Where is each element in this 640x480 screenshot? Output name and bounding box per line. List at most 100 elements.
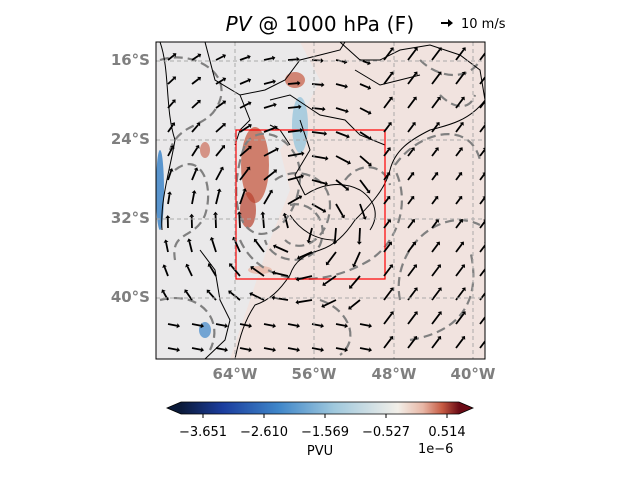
wind-vector [239,347,250,351]
wind-vector-head [229,263,233,268]
wind-vector [230,264,241,277]
wind-vector-head [356,241,362,245]
wind-vector-head [435,121,440,126]
wind-vector-head [435,218,440,223]
wind-vector [215,101,225,109]
wind-vector-head [460,241,465,246]
wind-vector-head [298,104,302,110]
wind-vector-head [171,122,176,127]
wind-vector [335,155,349,164]
wind-vector-head [321,303,326,309]
wind-vector [383,220,390,229]
wind-vector [455,173,461,181]
wind-vector-head [345,108,349,114]
colorbar-units-label: PVU [306,444,334,459]
wind-vector-head [387,218,392,223]
wind-vector [263,148,277,157]
wind-vector-head [268,189,273,194]
wind-vector [162,291,169,301]
wind-vector-head [437,311,442,316]
wind-vector-head [207,263,212,268]
wind-vector-head [197,76,202,81]
wind-vector [215,168,223,181]
wind-vector [335,107,347,112]
wind-vector-head [413,311,418,316]
wind-vector-head [461,311,466,316]
colorbar-exponent: 1e−6 [418,442,454,457]
wind-vector-head [247,78,252,83]
wind-vector [215,323,226,327]
wind-vector-head [219,166,224,171]
wind-vector-head [388,96,393,101]
wind-vector-head [200,323,204,329]
wind-vector [359,83,369,89]
wind-vector-head [344,323,348,329]
wind-vector-head [248,323,252,329]
colorbar-extend-min [167,402,181,414]
wind-vector-head [272,244,277,249]
wind-vector-head [332,241,338,245]
wind-vector-head [271,270,276,276]
wind-vector-head [389,47,394,52]
wind-vector [251,293,265,301]
wind-vector [407,173,413,181]
wind-vector [263,191,272,205]
wind-vector [261,214,265,229]
wind-vector [407,220,414,229]
wind-vector [215,146,224,157]
wind-vector [208,291,217,301]
wind-vector [167,101,175,109]
wind-vector [431,73,441,85]
wind-vector [238,214,241,229]
wind-vector-head [221,123,226,127]
wind-vector-head [459,121,464,126]
wind-vector-head [437,47,442,52]
wind-vector-head [209,236,215,241]
wind-vector-head [275,147,279,152]
wind-vector-head [236,211,242,215]
wind-vector [263,347,274,351]
wind-vector [311,179,326,185]
wind-vector-head [296,347,300,353]
wind-vector-head [461,336,466,340]
wind-vector [359,203,366,218]
wind-vector-head [242,188,247,192]
wind-vector-head [186,238,192,242]
wind-vector-head [295,299,299,305]
wind-vector-head [297,80,301,86]
wind-vector-head [434,195,439,200]
wind-vector [359,347,370,351]
wind-vector [431,173,437,181]
wind-vector-head [272,347,276,353]
wind-vector-head [461,71,466,76]
wind-vector-head [367,162,372,167]
wind-vector-head [196,122,201,127]
wind-vector-head [458,171,463,176]
wind-vector [211,239,217,253]
colorbar-tick-label: −3.651 [178,425,228,440]
wind-vector [163,266,169,277]
wind-vector [191,124,199,133]
lat-label: 32°S [110,209,150,227]
wind-vector [479,243,485,253]
wind-vector-head [410,147,415,152]
wind-vector [239,147,251,157]
wind-vector [167,170,172,181]
wind-vector-head [413,264,418,269]
wind-vector-head [386,195,391,200]
wind-vector [383,266,392,277]
wind-vector-head [367,85,372,90]
wind-vector [455,313,465,325]
wind-vector-head [206,289,211,294]
wind-vector-head [413,71,418,76]
wind-vector [431,337,440,349]
wind-vector [311,131,325,135]
wind-vector [263,57,273,61]
wind-vector-head [344,83,348,89]
wind-vector-head [325,261,330,266]
wind-vector-head [389,71,394,76]
wind-vector-head [386,171,391,176]
wind-vector [383,243,391,253]
wind-vector-head [247,145,252,150]
region-box [235,129,386,280]
